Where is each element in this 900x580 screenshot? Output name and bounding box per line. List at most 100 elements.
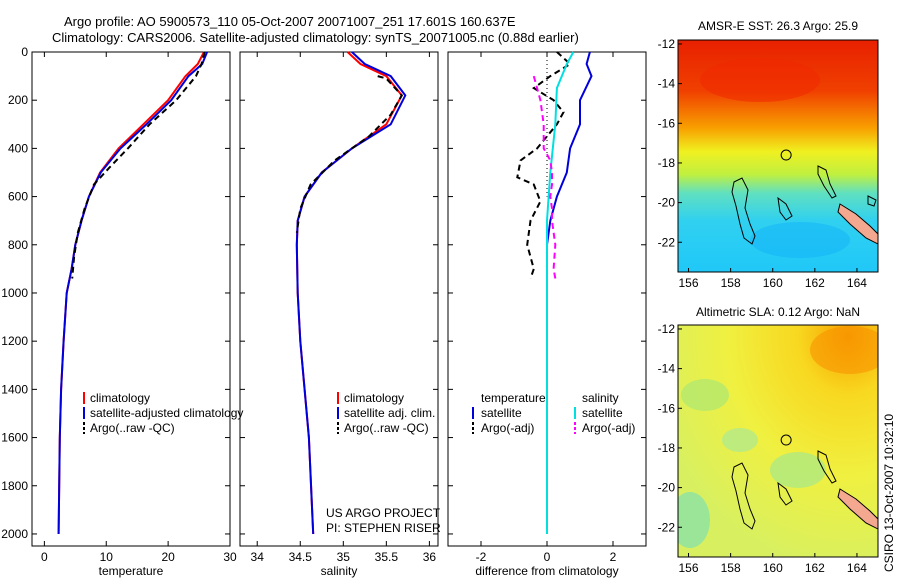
sst-island-coast-3 (817, 165, 837, 199)
difference-legend: temperature satellite Argo(-adj) salinit… (472, 391, 635, 435)
x-tick-label: 20 (161, 550, 175, 564)
sla-low-patch-2 (678, 492, 710, 548)
sla-land-mass (837, 488, 878, 530)
sst-island-coast-2 (777, 196, 793, 221)
x-tick-label: 35 (337, 550, 351, 564)
figure-title-line-1: Argo profile: AO 5900573_110 05-Oct-2007… (64, 14, 516, 29)
temperature-series (57, 51, 209, 535)
legend-label-argo: Argo(..raw -QC) (90, 421, 175, 435)
footer-timestamp: CSIRO 13-Oct-2007 10:32:10 (882, 414, 896, 572)
depth-tick-label: 2000 (1, 527, 28, 541)
legend-header-temperature: temperature (481, 391, 546, 405)
depth-tick-label: 0 (21, 45, 28, 59)
temperature-legend: climatology satellite-adjusted climatolo… (83, 391, 243, 435)
map-x-tick-label: 162 (805, 561, 825, 575)
x-tick-label: 34 (251, 550, 265, 564)
depth-tick-label: 1600 (1, 431, 28, 445)
map-x-tick-label: 160 (763, 276, 783, 290)
salinity-axis-ticks: 34 34.5 35 35.5 36 (240, 51, 438, 564)
depth-tick-label: 1800 (1, 479, 28, 493)
sst-cool-patch (750, 222, 850, 258)
x-tick-label: -2 (476, 550, 487, 564)
sst-island-coast-1 (731, 177, 756, 245)
sla-island-coast-3 (817, 450, 837, 484)
series-line-temperature-argo-adj- (516, 51, 572, 279)
map-x-tick-label: 156 (679, 276, 699, 290)
x-tick-label: 10 (100, 550, 114, 564)
map-x-tick-label: 158 (721, 276, 741, 290)
legend-label-climatology: climatology (90, 391, 150, 405)
sst-argo-float-marker (780, 149, 792, 161)
map-x-tick-label: 156 (679, 561, 699, 575)
map-y-tick-label: -14 (658, 362, 676, 376)
sla-high-patch (810, 326, 878, 374)
map-y-tick-label: -16 (658, 401, 676, 415)
sla-island-coast-1 (731, 462, 756, 530)
sst-warm-patch (700, 58, 820, 102)
legend-label-climatology: climatology (344, 391, 404, 405)
sla-low-patch-4 (722, 428, 758, 452)
x-tick-label: 30 (223, 550, 237, 564)
x-tick-label: 2 (610, 550, 617, 564)
legend-label-temp-argo: Argo(-adj) (481, 421, 534, 435)
sst-map-title: AMSR-E SST: 26.3 Argo: 25.9 (698, 19, 858, 33)
project-annotation: US ARGO PROJECT (326, 506, 441, 520)
salinity-series (295, 51, 407, 535)
legend-label-satellite: satellite adj. clim. (344, 406, 435, 420)
x-tick-label: 35.5 (375, 550, 399, 564)
series-line-climatology (57, 51, 205, 535)
difference-axis-ticks: -2 0 2 (448, 51, 646, 564)
map-y-tick-label: -18 (658, 156, 676, 170)
salinity-legend: climatology satellite adj. clim. Argo(..… (337, 391, 435, 435)
series-line-climatology (295, 51, 403, 535)
series-line-argo-raw-qc- (295, 75, 404, 233)
depth-axis-labels: 0 200 400 600 800 1000 1200 1400 1600 1800 2000 (1, 45, 28, 541)
map-y-tick-label: -12 (658, 37, 676, 51)
map-x-tick-label: 160 (763, 561, 783, 575)
difference-series (516, 51, 593, 534)
legend-label-argo: Argo(..raw -QC) (344, 421, 429, 435)
map-x-tick-label: 162 (805, 276, 825, 290)
temperature-xlabel: temperature (99, 564, 164, 578)
salinity-panel-frame (239, 51, 439, 547)
map-y-tick-label: -22 (658, 520, 676, 534)
legend-header-salinity: salinity (582, 391, 619, 405)
series-line-temperature-satellite (546, 51, 593, 534)
sst-island-coast-4 (867, 195, 877, 207)
series-line-satellite-adjusted-climatology (57, 51, 209, 535)
x-tick-label: 36 (423, 550, 437, 564)
sla-map-field (678, 325, 878, 557)
difference-xlabel: difference from climatology (475, 564, 618, 578)
depth-tick-label: 200 (8, 93, 28, 107)
series-line-satellite-adj-clim- (295, 51, 407, 535)
legend-label-sal-satellite: satellite (582, 406, 623, 420)
sla-argo-float-marker (780, 434, 792, 446)
depth-tick-label: 600 (8, 190, 28, 204)
map-x-tick-label: 158 (721, 561, 741, 575)
sla-map-title: Altimetric SLA: 0.12 Argo: NaN (696, 305, 860, 319)
series-line-salinity-satellite (546, 51, 575, 534)
temperature-axis-ticks: 0 10 20 30 (32, 51, 237, 564)
depth-tick-label: 1200 (1, 334, 28, 348)
series-line-argo-raw-qc- (71, 51, 206, 279)
sla-island-coast-2 (777, 481, 793, 506)
map-y-tick-label: -22 (658, 235, 676, 249)
map-x-tick-label: 164 (847, 561, 867, 575)
depth-tick-label: 1400 (1, 382, 28, 396)
sla-low-patch-1 (681, 379, 729, 411)
figure-title-line-2: Climatology: CARS2006. Satellite-adjuste… (52, 30, 579, 45)
sst-map-frame (677, 39, 879, 273)
salinity-xlabel: salinity (321, 564, 358, 578)
sst-map-axis-ticks: 156 158 160 162 164 -12 -14 -16 -18 -20 -22 (658, 37, 868, 290)
map-y-tick-label: -20 (658, 481, 676, 495)
series-line-salinity-argo-adj- (532, 75, 557, 279)
legend-label-sal-argo: Argo(-adj) (582, 421, 635, 435)
map-x-tick-label: 164 (847, 276, 867, 290)
depth-tick-label: 800 (8, 238, 28, 252)
x-tick-label: 0 (544, 550, 551, 564)
map-y-tick-label: -18 (658, 441, 676, 455)
x-tick-label: 34.5 (289, 550, 313, 564)
temperature-panel-frame (31, 51, 231, 547)
sla-low-patch-3 (770, 452, 826, 488)
